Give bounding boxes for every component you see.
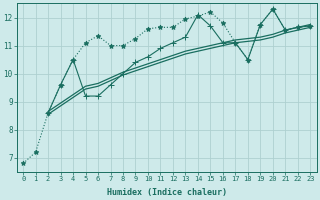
X-axis label: Humidex (Indice chaleur): Humidex (Indice chaleur) <box>107 188 227 197</box>
